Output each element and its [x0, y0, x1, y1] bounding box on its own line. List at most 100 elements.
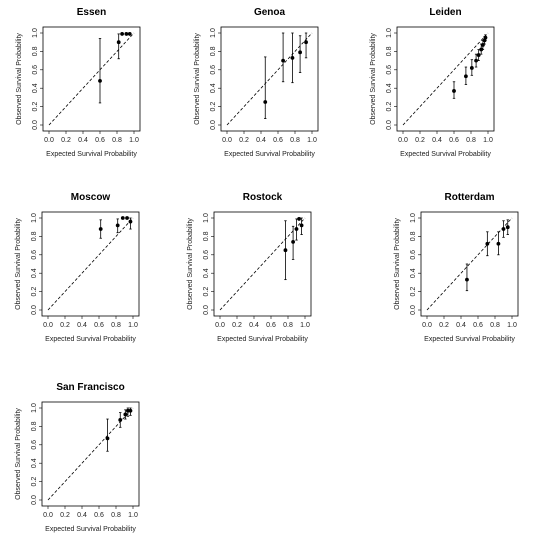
y-tick-label: 0.4	[203, 268, 210, 278]
point-marker	[464, 74, 468, 79]
point-marker	[98, 78, 102, 83]
y-tick-label: 0.0	[32, 120, 39, 130]
y-axis-label: Observed Survival Probability	[15, 218, 22, 310]
data-point	[128, 217, 133, 230]
panel-title: Rostock	[243, 192, 283, 203]
panel-rostock: Rostock 0.0 0.2 0.4 0.6 0.8 1.0 0.0 0.2 0.4 0.6 0.8…	[187, 192, 312, 343]
x-tick-label: 0.0	[222, 137, 232, 144]
plot-frame	[420, 211, 519, 317]
panel-title: Leiden	[429, 7, 461, 18]
data-point	[298, 35, 302, 73]
data-point	[485, 231, 490, 257]
x-tick-label: 0.8	[111, 322, 121, 329]
data-point	[118, 412, 123, 428]
point-marker	[263, 100, 268, 104]
y-tick-label: 1.0	[32, 28, 39, 38]
y-tick-label: 0.6	[203, 250, 210, 260]
x-tick-label: 0.8	[283, 322, 293, 329]
x-tick-label: 0.4	[432, 137, 442, 144]
x-tick-label: 0.2	[239, 137, 249, 144]
x-tick-label: 1.0	[307, 137, 317, 144]
x-axis-label: Expected Survival Probability	[400, 151, 491, 158]
point-marker	[298, 50, 302, 55]
reference-diagonal	[48, 32, 135, 126]
data-point	[127, 32, 132, 36]
y-tick-label: 0.4	[210, 83, 217, 93]
data-point	[304, 32, 308, 59]
reference-diagonal	[226, 32, 313, 126]
x-tick-label: 1.0	[128, 322, 138, 329]
y-tick-label: 1.0	[386, 28, 393, 38]
x-tick-label: 1.0	[129, 137, 139, 144]
data-point	[281, 32, 285, 83]
data-point	[291, 225, 295, 260]
y-tick-label: 0.8	[210, 46, 217, 56]
point-marker	[501, 227, 506, 231]
point-marker	[483, 35, 488, 40]
y-tick-label: 0.6	[410, 250, 417, 260]
reference-diagonal	[402, 32, 489, 126]
x-tick-label: 0.0	[215, 322, 225, 329]
x-tick-label: 0.0	[43, 322, 53, 329]
y-axis-label: Observed Survival Probability	[394, 218, 401, 310]
point-marker	[125, 216, 129, 220]
reference-diagonal	[47, 407, 134, 501]
y-tick-label: 1.0	[31, 213, 38, 223]
y-axis-label: Observed Survival Probability	[16, 33, 23, 125]
point-marker	[115, 223, 120, 228]
data-point	[124, 32, 129, 36]
data-point	[105, 418, 110, 452]
point-marker	[281, 58, 285, 63]
x-tick-label: 0.6	[449, 137, 459, 144]
panel-moscow: Moscow 0.0 0.2 0.4 0.6 0.8 1.0 0.0 0.2 0.4 0.6 0.8 1…	[15, 192, 140, 343]
y-tick-label: 0.8	[410, 231, 417, 241]
y-axis-label: Observed Survival Probability	[370, 33, 377, 125]
ticks: 0.0 0.2 0.4 0.6 0.8 1.0 0.0 0.2 0.4 0.6 0.8 1.0	[410, 213, 517, 329]
point-marker	[127, 32, 132, 36]
y-tick-label: 0.2	[386, 102, 393, 112]
x-tick-label: 1.0	[300, 322, 310, 329]
x-tick-label: 0.0	[422, 322, 432, 329]
x-tick-label: 0.8	[112, 137, 122, 144]
y-tick-label: 0.0	[31, 495, 38, 505]
data-point	[128, 407, 133, 416]
x-tick-label: 0.2	[439, 322, 449, 329]
x-tick-label: 0.6	[94, 512, 104, 519]
y-tick-label: 0.8	[386, 46, 393, 56]
point-marker	[291, 240, 295, 244]
data-point	[452, 81, 456, 99]
x-tick-label: 0.8	[490, 322, 500, 329]
point-marker	[479, 47, 484, 52]
data-point	[474, 53, 478, 68]
y-tick-label: 0.8	[31, 231, 38, 241]
point-marker	[505, 225, 510, 230]
x-tick-label: 0.4	[456, 322, 466, 329]
x-tick-label: 1.0	[507, 322, 517, 329]
y-tick-label: 0.4	[410, 268, 417, 278]
data-point	[290, 32, 295, 84]
plot-frame	[220, 26, 319, 132]
data-point	[120, 216, 125, 220]
data-point	[299, 217, 304, 235]
x-tick-label: 0.6	[473, 322, 483, 329]
panel-essen: Essen 0.0 0.2 0.4 0.6 0.8 1.0 0.0 0.2 0.4 0.6 0.8 1.…	[16, 7, 141, 158]
x-tick-label: 0.2	[61, 137, 71, 144]
x-tick-label: 0.4	[77, 512, 87, 519]
ticks: 0.0 0.2 0.4 0.6 0.8 1.0 0.0 0.2 0.4 0.6 0.8 1.0	[32, 28, 139, 144]
data-point	[297, 217, 301, 221]
data-point	[123, 409, 128, 420]
x-axis-label: Expected Survival Probability	[46, 151, 137, 158]
plot-frame	[42, 26, 141, 132]
y-tick-label: 0.8	[203, 231, 210, 241]
panel-title: Moscow	[71, 192, 111, 203]
x-tick-label: 0.6	[94, 322, 104, 329]
y-tick-label: 0.0	[386, 120, 393, 130]
point-marker	[116, 40, 121, 45]
point-marker	[297, 217, 301, 221]
panel-san-francisco: San Francisco 0.0 0.2 0.4 0.6 0.8 1.0 0.0 0.2 0.4…	[15, 382, 140, 533]
x-tick-label: 1.0	[128, 512, 138, 519]
x-tick-label: 1.0	[483, 137, 493, 144]
point-marker	[283, 248, 288, 253]
panel-leiden: Leiden 0.0 0.2 0.4 0.6 0.8 1.0 0.0 0.2 0.4 0.6 0.8 1…	[370, 7, 495, 158]
y-tick-label: 0.6	[32, 65, 39, 75]
